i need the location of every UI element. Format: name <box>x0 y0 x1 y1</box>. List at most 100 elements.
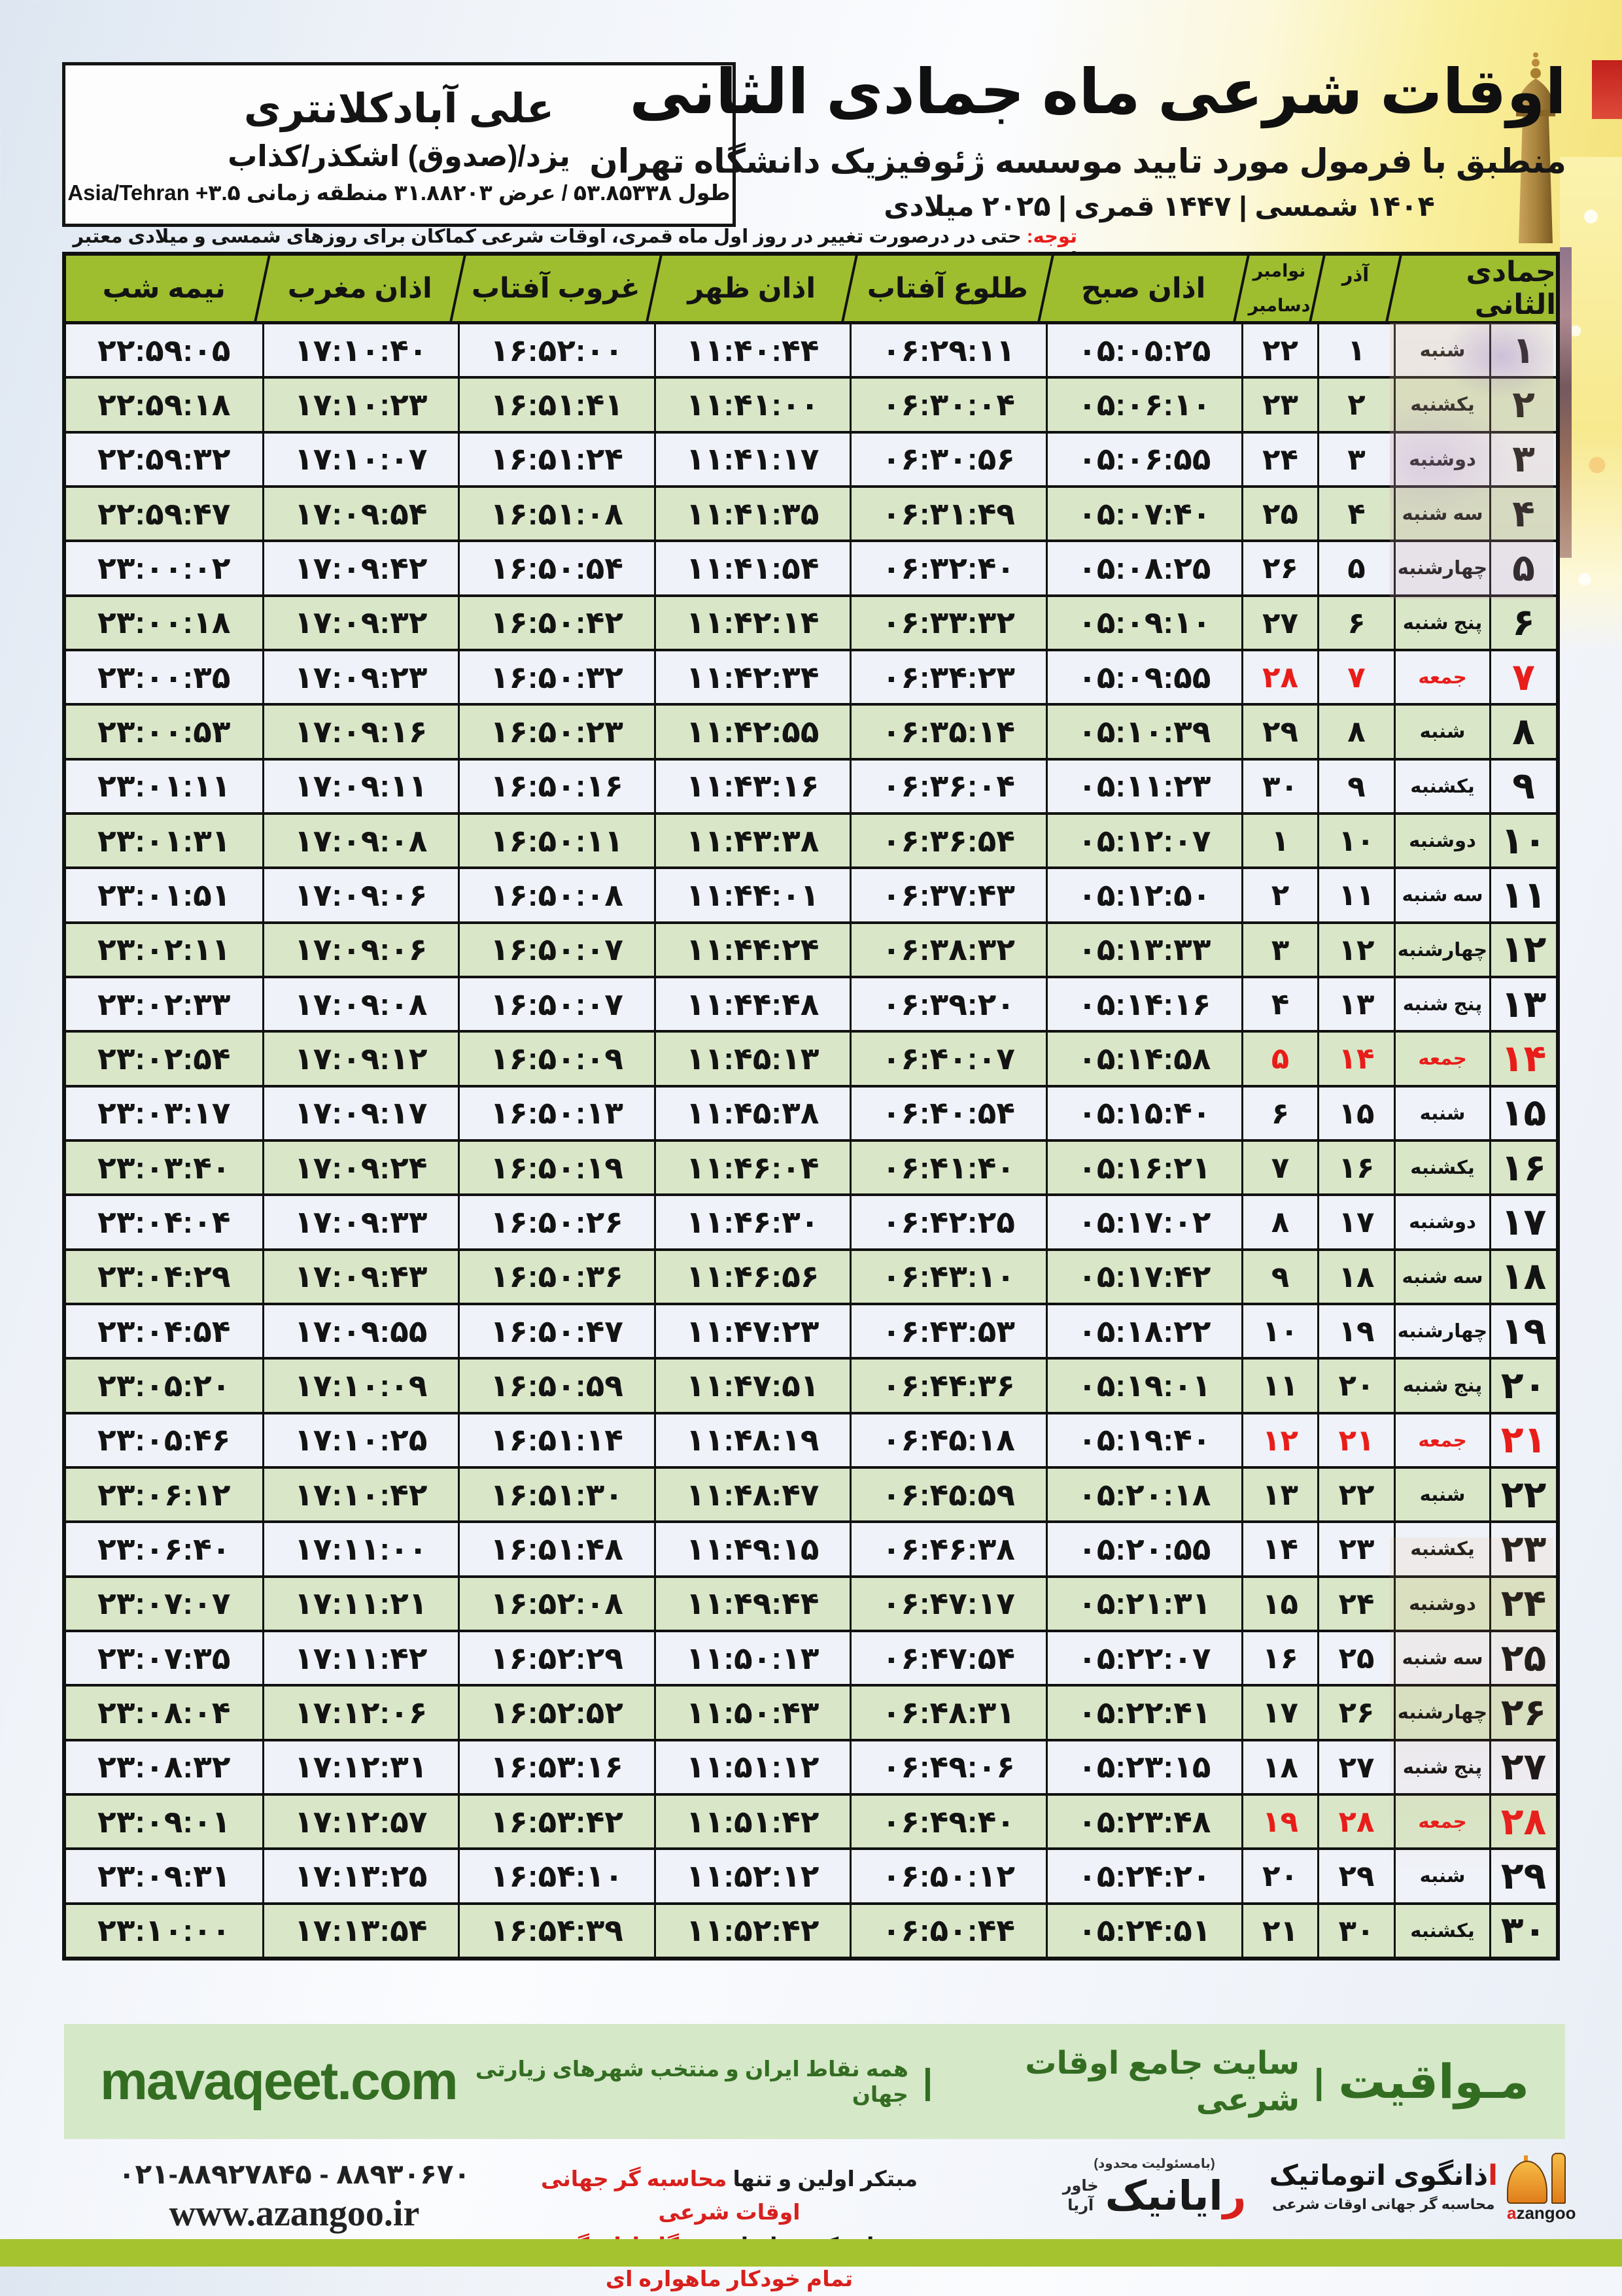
fajr-time-cell: ۰۵:۱۵:۴۰ <box>1045 1087 1242 1139</box>
midnight-time-cell: ۲۳:۰۳:۴۰ <box>97 1150 231 1185</box>
calendar-years: ۱۴۰۴ شمسی | ۱۴۴۷ قمری | ۲۰۲۵ میلادی <box>884 191 1435 223</box>
fajr-time-cell: ۰۵:۱۶:۲۱ <box>1045 1141 1242 1194</box>
maghrib-time-cell: ۱۷:۱۲:۰۶ <box>262 1687 458 1739</box>
dhuhr-time-cell: ۱۱:۴۳:۱۶ <box>653 760 850 812</box>
column-header-sunset: غروب آفتاب <box>458 256 654 321</box>
midnight-time-cell: ۲۲:۵۹:۴۷ <box>97 496 231 531</box>
midnight-time-cell: ۲۳:۰۰:۳۵ <box>97 659 231 694</box>
maghrib-time-cell: ۱۷:۰۹:۱۲ <box>262 1033 458 1085</box>
sunrise-time-cell: ۰۶:۵۰:۴۴ <box>850 1904 1046 1957</box>
column-header-november: نوامبر <box>1252 261 1306 281</box>
rayanik-sub1: خاور <box>1062 2176 1099 2195</box>
dhuhr-time-cell: ۱۱:۴۴:۲۴ <box>653 923 850 976</box>
day-number-cell: ۲۰ <box>1489 1360 1556 1412</box>
sunset-time-cell: ۱۶:۵۰:۴۷ <box>458 1305 654 1358</box>
weekday-cell: سه شنبه <box>1394 1632 1489 1685</box>
azar-day-cell: ۱۱ <box>1317 869 1394 921</box>
weekday-cell: شنبه <box>1394 1087 1489 1139</box>
dhuhr-time-cell: ۱۱:۴۵:۳۸ <box>653 1087 850 1139</box>
table-row: ۲۴ دوشنبه ۲۴ ۱۵ ۰۵:۲۱:۳۱ ۰۶:۴۷:۱۷ ۱۱:۴۹:… <box>66 1577 1556 1632</box>
rayanik-sub2: آریا <box>1067 2196 1094 2214</box>
phone-numbers: ۰۲۱-۸۸۹۲۷۸۴۵ - ۸۸۹۳۰۶۷۰ <box>118 2159 471 2189</box>
dhuhr-time-cell: ۱۱:۴۱:۳۵ <box>653 487 850 540</box>
weekday-cell: یکشنبه <box>1394 1904 1489 1957</box>
mavaqeet-tagline: مـواقیت | سایت جامع اوقات شرعی | همه نقا… <box>457 2045 1529 2118</box>
fajr-time-cell: ۰۵:۰۶:۵۵ <box>1045 433 1242 485</box>
maghrib-time-cell: ۱۷:۰۹:۱۱ <box>262 760 458 812</box>
azangoo-url[interactable]: www.azangoo.ir <box>169 2193 420 2234</box>
azar-day-cell: ۲۸ <box>1317 1795 1394 1848</box>
table-row: ۲۹ شنبه ۲۹ ۲۰ ۰۵:۲۴:۲۰ ۰۶:۵۰:۱۲ ۱۱:۵۲:۱۲… <box>66 1850 1556 1905</box>
prayer-times-table: جمادی الثانی آذر نوامبر دسامبر اذان صبح … <box>62 252 1560 1961</box>
sunrise-time-cell: ۰۶:۳۷:۴۳ <box>850 869 1046 921</box>
azar-day-cell: ۱۵ <box>1317 1087 1394 1139</box>
gregorian-day-cell: ۲۶ <box>1241 542 1317 594</box>
sunset-time-cell: ۱۶:۵۲:۰۸ <box>458 1577 654 1630</box>
sunset-time-cell: ۱۶:۵۰:۲۳ <box>458 706 654 758</box>
mavaqeet-footer-bar: mavaqeet.com مـواقیت | سایت جامع اوقات ش… <box>64 2024 1565 2139</box>
day-number-cell: ۱۶ <box>1489 1141 1556 1194</box>
table-row: ۲۷ پنج شنبه ۲۷ ۱۸ ۰۵:۲۳:۱۵ ۰۶:۴۹:۰۶ ۱۱:۵… <box>66 1741 1556 1796</box>
midnight-time-cell: ۲۳:۰۸:۳۲ <box>97 1749 231 1785</box>
fajr-time-cell: ۰۵:۱۸:۲۲ <box>1045 1305 1242 1358</box>
azar-day-cell: ۲۷ <box>1317 1741 1394 1793</box>
column-header-azar: آذر <box>1317 256 1394 321</box>
day-number-cell: ۱۱ <box>1489 869 1556 921</box>
sunrise-time-cell: ۰۶:۳۸:۳۲ <box>850 923 1046 976</box>
sunrise-time-cell: ۰۶:۴۹:۴۰ <box>850 1795 1046 1848</box>
sunrise-time-cell: ۰۶:۳۲:۴۰ <box>850 542 1046 594</box>
day-number-cell: ۱۵ <box>1489 1087 1556 1139</box>
maghrib-time-cell: ۱۷:۰۹:۵۴ <box>262 487 458 540</box>
slogan1-red: محاسبه گر جهانی اوقات شرعی <box>540 2167 801 2225</box>
weekday-cell: پنج شنبه <box>1394 596 1489 649</box>
table-row: ۱۸ سه شنبه ۱۸ ۹ ۰۵:۱۷:۴۲ ۰۶:۴۳:۱۰ ۱۱:۴۶:… <box>66 1250 1556 1305</box>
day-number-cell: ۱۷ <box>1489 1196 1556 1248</box>
maghrib-time-cell: ۱۷:۰۹:۲۳ <box>262 651 458 704</box>
midnight-time-cell: ۲۳:۰۰:۵۳ <box>97 713 231 749</box>
dhuhr-time-cell: ۱۱:۴۰:۴۴ <box>653 324 850 377</box>
dhuhr-time-cell: ۱۱:۵۰:۱۳ <box>653 1632 850 1685</box>
fajr-time-cell: ۰۵:۱۳:۳۳ <box>1045 923 1242 976</box>
weekday-cell: جمعه <box>1394 1795 1489 1848</box>
table-row: ۱۷ دوشنبه ۱۷ ۸ ۰۵:۱۷:۰۲ ۰۶:۴۲:۲۵ ۱۱:۴۶:۳… <box>66 1196 1556 1251</box>
midnight-time-cell: ۲۳:۰۸:۰۴ <box>97 1694 231 1730</box>
sunburst-decoration <box>706 0 1622 281</box>
midnight-time-cell: ۲۳:۱۰:۰۰ <box>97 1913 231 1948</box>
separator: | <box>922 2062 933 2101</box>
midnight-time-cell: ۲۲:۵۹:۳۲ <box>97 441 231 477</box>
sunset-time-cell: ۱۶:۵۱:۴۱ <box>458 379 654 431</box>
azangoo-en-rest: zangoo <box>1516 2203 1576 2223</box>
maghrib-time-cell: ۱۷:۰۹:۳۳ <box>262 1196 458 1248</box>
midnight-time-cell: ۲۳:۰۰:۱۸ <box>97 605 231 640</box>
sunrise-time-cell: ۰۶:۴۵:۵۹ <box>850 1468 1046 1521</box>
azangoo-subtitle: محاسبه گر جهانی اوقات شرعی <box>1272 2196 1495 2212</box>
dhuhr-time-cell: ۱۱:۴۲:۵۵ <box>653 706 850 758</box>
sunset-time-cell: ۱۶:۵۰:۳۶ <box>458 1250 654 1303</box>
azar-day-cell: ۲۶ <box>1317 1687 1394 1739</box>
table-row: ۱۶ یکشنبه ۱۶ ۷ ۰۵:۱۶:۲۱ ۰۶:۴۱:۴۰ ۱۱:۴۶:۰… <box>66 1141 1556 1197</box>
table-row: ۲ یکشنبه ۲ ۲۳ ۰۵:۰۶:۱۰ ۰۶:۳۰:۰۴ ۱۱:۴۱:۰۰… <box>66 379 1556 434</box>
midnight-time-cell: ۲۳:۰۲:۱۱ <box>97 932 231 967</box>
rayanik-initial: ر <box>1222 2174 1247 2219</box>
azangoo-logo: azangoo اذانگوی اتوماتیک محاسبه گر جهانی… <box>1269 2153 1576 2223</box>
sunset-time-cell: ۱۶:۵۰:۱۹ <box>458 1141 654 1194</box>
gregorian-day-cell: ۱۷ <box>1241 1687 1317 1739</box>
mavaqeet-url[interactable]: mavaqeet.com <box>100 2051 458 2111</box>
weekday-cell: دوشنبه <box>1394 814 1489 867</box>
sunset-time-cell: ۱۶:۵۱:۳۰ <box>458 1468 654 1521</box>
azar-day-cell: ۱۴ <box>1317 1033 1394 1085</box>
table-row: ۲۸ جمعه ۲۸ ۱۹ ۰۵:۲۳:۴۸ ۰۶:۴۹:۴۰ ۱۱:۵۱:۴۲… <box>66 1795 1556 1851</box>
table-row: ۹ یکشنبه ۹ ۳۰ ۰۵:۱۱:۲۳ ۰۶:۳۶:۰۴ ۱۱:۴۳:۱۶… <box>66 760 1556 815</box>
gregorian-day-cell: ۲۲ <box>1241 324 1317 377</box>
sunset-time-cell: ۱۶:۵۰:۲۶ <box>458 1196 654 1248</box>
midnight-time-cell: ۲۲:۵۹:۰۵ <box>97 332 231 368</box>
weekday-cell: سه شنبه <box>1394 869 1489 921</box>
table-row: ۵ چهارشنبه ۵ ۲۶ ۰۵:۰۸:۲۵ ۰۶:۳۲:۴۰ ۱۱:۴۱:… <box>66 542 1556 597</box>
day-number-cell: ۳ <box>1489 433 1556 485</box>
maghrib-time-cell: ۱۷:۰۹:۵۵ <box>262 1305 458 1358</box>
table-row: ۷ جمعه ۷ ۲۸ ۰۵:۰۹:۵۵ ۰۶:۳۴:۲۳ ۱۱:۴۲:۳۴ ۱… <box>66 651 1556 706</box>
sunrise-time-cell: ۰۶:۳۰:۰۴ <box>850 379 1046 431</box>
azar-day-cell: ۱۳ <box>1317 978 1394 1031</box>
azangoo-wordmark: اذانگوی اتوماتیک محاسبه گر جهانی اوقات ش… <box>1269 2155 1498 2213</box>
azar-day-cell: ۱۹ <box>1317 1305 1394 1358</box>
